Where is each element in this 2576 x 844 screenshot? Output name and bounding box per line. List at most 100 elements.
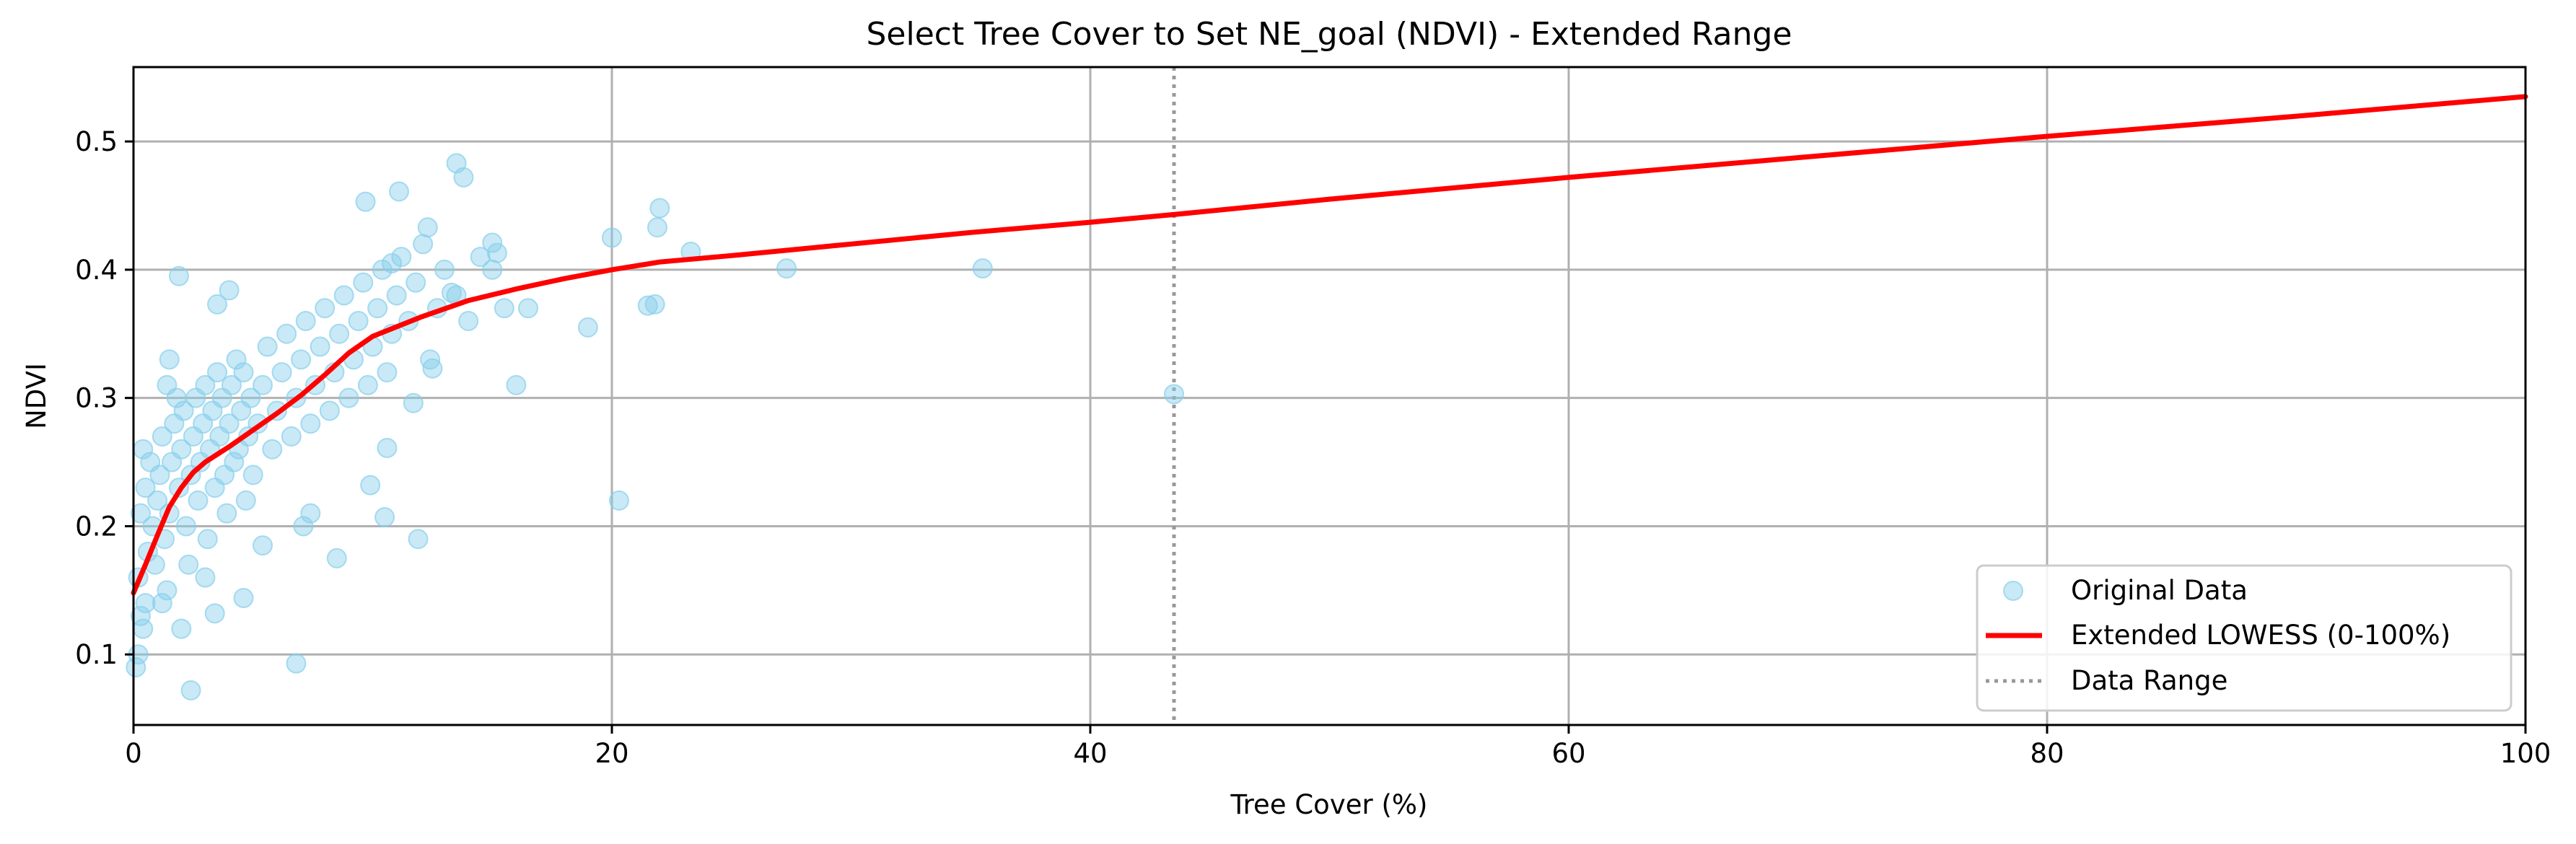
data-point xyxy=(175,516,196,537)
data-point xyxy=(204,603,225,624)
data-point xyxy=(253,374,273,395)
data-point xyxy=(367,298,388,319)
data-point xyxy=(207,294,228,315)
data-point xyxy=(577,317,598,338)
data-point xyxy=(972,258,993,279)
data-point xyxy=(293,516,314,537)
data-point xyxy=(147,490,168,511)
data-point xyxy=(315,298,336,319)
y-tick-label: 0.1 xyxy=(75,639,118,670)
data-point xyxy=(130,605,151,626)
y-tick-label: 0.4 xyxy=(75,255,118,286)
data-point xyxy=(226,349,247,370)
data-point xyxy=(326,548,347,568)
x-tick-label: 100 xyxy=(2500,738,2551,769)
lowess-line xyxy=(131,94,2528,596)
x-tick-label: 80 xyxy=(2030,738,2064,769)
y-tick-label: 0.2 xyxy=(75,511,118,542)
data-point xyxy=(382,253,403,273)
data-point xyxy=(494,298,514,319)
legend-label-original: Original Data xyxy=(2071,575,2248,606)
data-point xyxy=(458,311,479,331)
data-point xyxy=(470,247,491,268)
data-point xyxy=(197,529,218,550)
data-point xyxy=(221,374,242,395)
data-point xyxy=(152,593,172,614)
data-point xyxy=(126,657,146,677)
data-point xyxy=(403,392,424,413)
data-point xyxy=(360,475,381,496)
data-point xyxy=(517,298,538,319)
data-point xyxy=(644,294,665,315)
data-point xyxy=(353,272,374,293)
data-point xyxy=(413,234,434,255)
data-point xyxy=(168,265,189,286)
x-tick-label: 20 xyxy=(595,738,628,769)
data-point xyxy=(133,618,154,639)
data-point xyxy=(173,400,194,421)
data-point xyxy=(157,580,178,601)
data-point xyxy=(159,349,180,370)
data-point xyxy=(406,272,426,293)
data-point xyxy=(133,439,154,460)
data-point xyxy=(253,535,273,556)
data-point xyxy=(180,680,201,700)
data-point xyxy=(219,280,240,301)
data-point xyxy=(506,374,527,395)
data-point xyxy=(195,567,216,588)
y-tick-label: 0.5 xyxy=(75,126,118,157)
data-point xyxy=(178,554,199,575)
data-point xyxy=(310,336,330,357)
data-point xyxy=(1164,384,1185,405)
data-point xyxy=(386,285,407,306)
data-point xyxy=(329,323,350,344)
data-point xyxy=(257,336,278,357)
chart-title: Select Tree Cover to Set NE_goal (NDVI) … xyxy=(866,16,1792,53)
data-point xyxy=(377,438,398,458)
data-point xyxy=(434,259,455,280)
data-point xyxy=(216,503,237,524)
y-axis-label: NDVI xyxy=(21,363,52,429)
data-point xyxy=(608,490,629,511)
data-point xyxy=(417,217,438,238)
data-point xyxy=(453,167,474,188)
data-point xyxy=(482,259,503,280)
data-point xyxy=(377,362,398,383)
data-point xyxy=(486,242,507,263)
data-point xyxy=(300,413,321,434)
data-point xyxy=(171,439,192,460)
legend: Original Data Extended LOWESS (0-100%) D… xyxy=(1976,564,2513,712)
legend-label-range: Data Range xyxy=(2071,665,2227,696)
data-point xyxy=(357,374,378,395)
data-point xyxy=(355,191,376,212)
data-point xyxy=(219,413,240,434)
x-axis-label: Tree Cover (%) xyxy=(1230,789,1428,820)
data-point xyxy=(152,426,172,447)
y-axis-ticks: 0.1 0.2 0.3 0.4 0.5 xyxy=(75,126,133,670)
data-point xyxy=(242,465,263,485)
data-point xyxy=(776,258,797,279)
data-point xyxy=(637,295,658,316)
data-point xyxy=(271,362,292,383)
data-point xyxy=(233,362,254,383)
data-point xyxy=(319,400,340,421)
data-point xyxy=(276,323,297,344)
data-point xyxy=(482,232,503,253)
x-tick-label: 60 xyxy=(1551,738,1585,769)
data-point xyxy=(281,426,302,447)
data-point xyxy=(408,529,429,550)
data-point xyxy=(338,387,359,408)
data-point xyxy=(649,198,670,219)
y-tick-label: 0.3 xyxy=(75,383,118,414)
data-point xyxy=(647,217,667,238)
data-point xyxy=(262,439,283,460)
data-point xyxy=(149,465,170,485)
legend-label-lowess: Extended LOWESS (0-100%) xyxy=(2071,620,2450,651)
data-point xyxy=(188,490,209,511)
data-point xyxy=(235,490,256,511)
x-tick-label: 0 xyxy=(125,738,142,769)
data-point xyxy=(295,311,316,331)
data-point xyxy=(374,507,395,527)
